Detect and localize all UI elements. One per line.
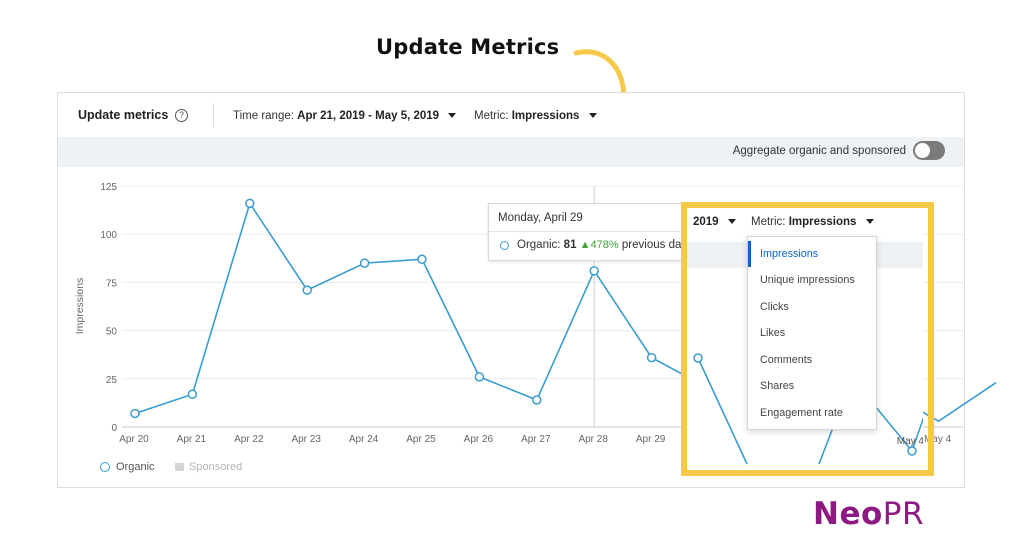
sponsored-legend-icon	[175, 463, 184, 471]
organic-data-point	[130, 408, 140, 419]
organic-data-point	[187, 389, 198, 399]
x-tick-label: Apr 26	[464, 434, 494, 445]
menu-item-unique-impressions[interactable]: Unique impressions	[760, 274, 855, 286]
menu-item-clicks[interactable]: Clicks	[760, 301, 789, 313]
organic-data-point	[646, 352, 657, 363]
tooltip-change: ▲478%	[579, 239, 619, 251]
highlight-frame	[681, 202, 934, 476]
header-divider	[213, 103, 214, 127]
x-tick-may4-zoom: May 4	[897, 436, 923, 447]
tooltip-row: Organic: 81 ▲478% previous da	[517, 239, 681, 251]
menu-item-likes[interactable]: Likes	[760, 327, 786, 339]
organic-data-point	[417, 254, 427, 265]
x-tick-label: Apr 20	[119, 434, 149, 445]
legend-sponsored[interactable]: Sponsored	[189, 461, 243, 473]
caret-down-icon	[588, 113, 597, 119]
toggle-knob	[915, 143, 930, 158]
menu-item-comments[interactable]: Comments	[760, 354, 813, 366]
x-tick-label: Apr 23	[291, 434, 321, 445]
y-tick-label: 100	[100, 230, 117, 241]
tooltip-value: 81	[563, 239, 577, 251]
x-tick-label: Apr 29	[636, 434, 666, 445]
overlay-partial-date: 2019	[693, 216, 719, 228]
x-tick-label: Apr 21	[177, 434, 207, 445]
time-range-dropdown[interactable]: Time range: Apr 21, 2019 - May 5, 2019	[233, 110, 457, 122]
organic-legend-icon	[100, 462, 110, 472]
card-header: Update metrics ? Time range: Apr 21, 201…	[58, 93, 964, 137]
y-tick-label: 0	[111, 423, 117, 434]
organic-data-point	[532, 395, 542, 405]
legend-organic[interactable]: Organic	[116, 461, 155, 473]
y-tick-label: 125	[100, 182, 117, 193]
x-tick-label: May 4	[924, 434, 952, 445]
caret-down-icon	[448, 113, 457, 119]
tooltip-date: Monday, April 29	[498, 212, 583, 224]
organic-marker-icon	[500, 241, 509, 250]
overlay-metric-value[interactable]: Impressions	[788, 216, 857, 228]
x-tick-label: Apr 22	[234, 434, 264, 445]
menu-item-shares[interactable]: Shares	[760, 380, 795, 392]
tooltip-change-text: previous da	[621, 239, 682, 251]
x-tick-label: Apr 24	[349, 434, 379, 445]
annotation-title: Update Metrics	[376, 35, 560, 59]
organic-data-point	[589, 266, 599, 276]
organic-data-point	[359, 258, 370, 268]
metric-dropdown-menu: Impressions Unique impressions Clicks Li…	[747, 236, 877, 430]
y-tick-label: 75	[106, 278, 118, 289]
question-circle-icon[interactable]: ?	[175, 109, 188, 122]
x-tick-label: Apr 28	[578, 434, 608, 445]
aggregate-toggle[interactable]	[913, 141, 945, 160]
organic-data-point	[474, 372, 485, 382]
y-tick-label: 50	[106, 327, 118, 338]
overlay-metric-label: Metric:	[751, 216, 786, 228]
chart-tooltip: Monday, April 29 Organic: 81 ▲478% previ…	[488, 203, 695, 261]
tooltip-divider	[489, 231, 694, 232]
overlay-header: 2019 Metric: Impressions	[693, 216, 874, 228]
time-range-label: Time range:	[233, 110, 294, 122]
x-tick-label: Apr 27	[521, 434, 551, 445]
aggregate-bar: Aggregate organic and sponsored	[58, 137, 964, 167]
x-tick-label: Apr 25	[406, 434, 436, 445]
metric-dropdown[interactable]: Metric: Impressions	[474, 110, 597, 122]
time-range-value: Apr 21, 2019 - May 5, 2019	[297, 110, 440, 122]
menu-item-engagement-rate[interactable]: Engagement rate	[760, 407, 843, 419]
menu-item-impressions[interactable]: Impressions	[748, 241, 879, 267]
aggregate-label: Aggregate organic and sponsored	[732, 145, 906, 157]
y-axis-label: Impressions	[74, 278, 86, 335]
metric-value: Impressions	[511, 110, 580, 122]
metric-label: Metric:	[474, 110, 509, 122]
tooltip-series-label: Organic:	[517, 239, 561, 251]
organic-data-point	[302, 285, 312, 295]
card-title: Update metrics	[78, 108, 169, 122]
y-tick-label: 25	[106, 375, 118, 386]
organic-data-point	[245, 198, 255, 209]
caret-down-icon	[727, 219, 736, 225]
caret-down-icon	[865, 219, 874, 225]
neopr-logo: NeoPR	[813, 496, 925, 532]
